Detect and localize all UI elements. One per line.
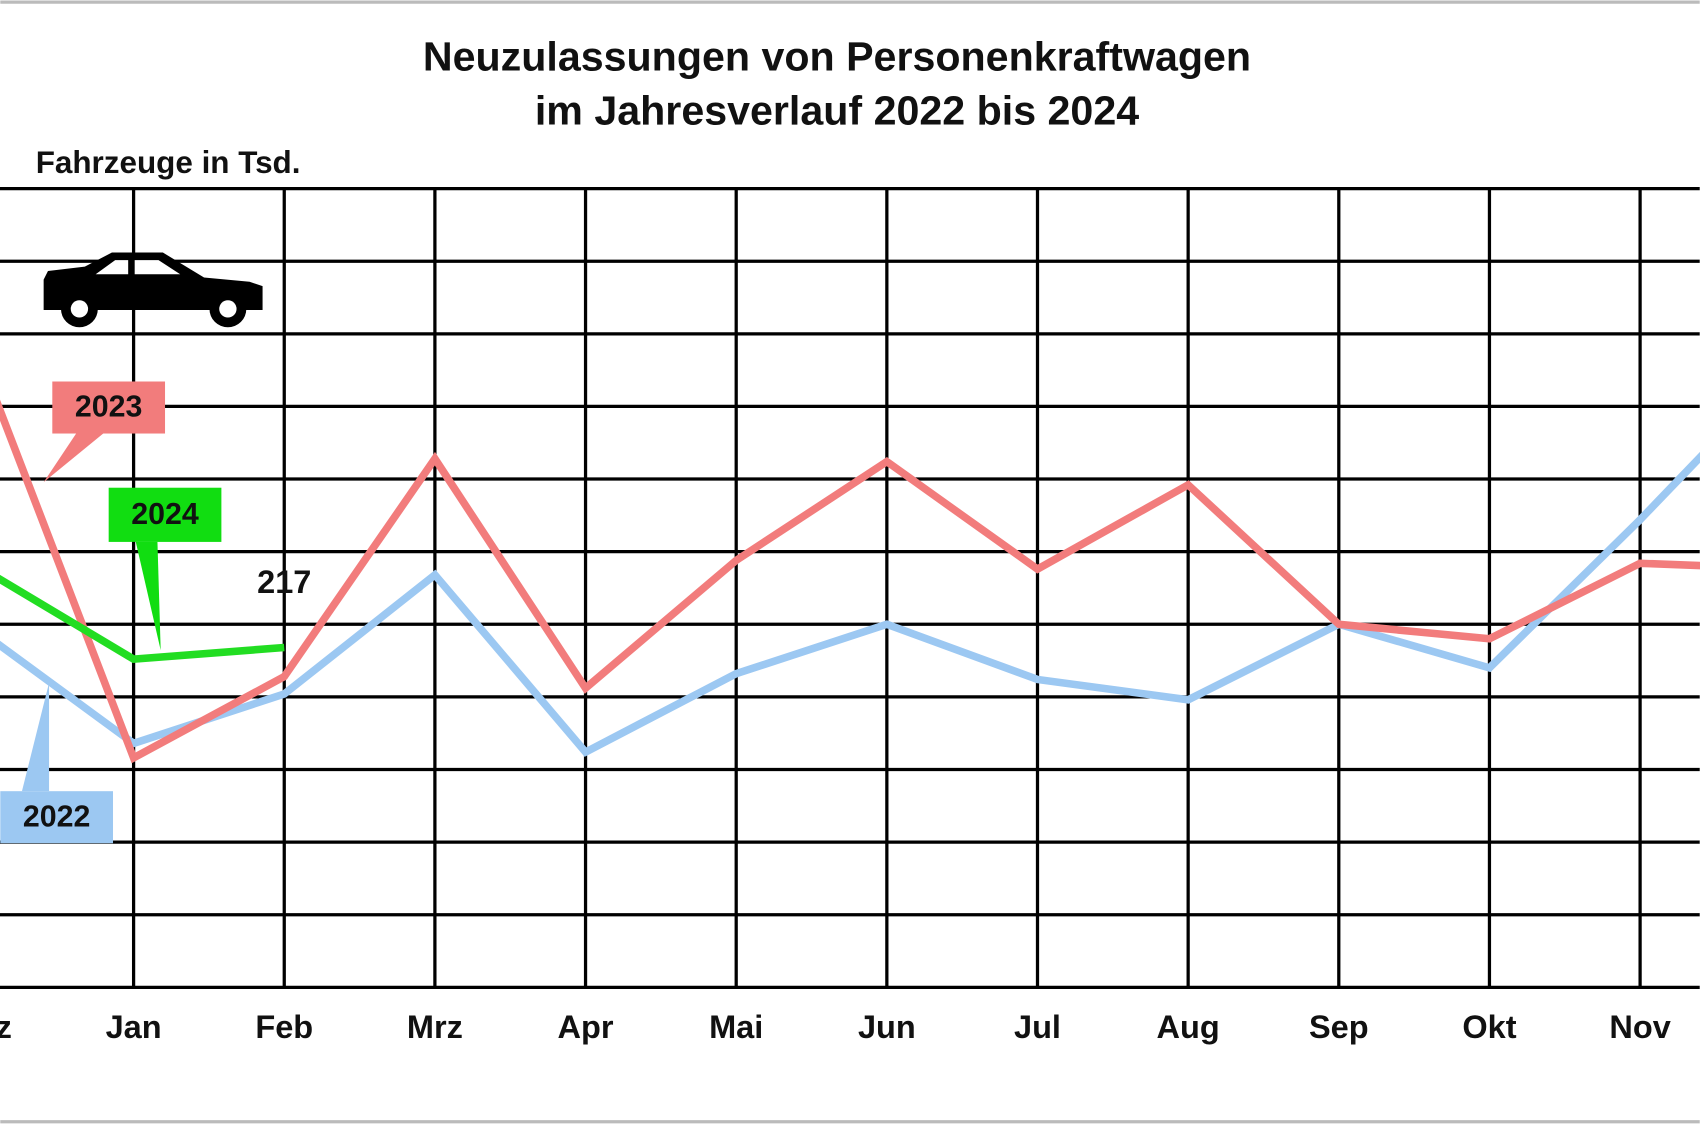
legend-label: 2022 <box>23 800 90 833</box>
chart-title: im Jahresverlauf 2022 bis 2024 <box>535 88 1139 134</box>
legend-pointer <box>21 682 50 792</box>
legend-box <box>0 791 114 844</box>
grid: DezJanFebMrzAprMaiJunJulAugSepOktNovDez <box>0 186 1700 1045</box>
legend-label: 2024 <box>131 498 199 531</box>
chart-title: Neuzulassungen von Personenkraftwagen <box>423 33 1251 79</box>
x-tick-label: Aug <box>1157 1009 1220 1045</box>
x-tick-label: Okt <box>1462 1009 1516 1045</box>
series-line <box>0 574 285 664</box>
series-line <box>0 451 1700 757</box>
lines: 217 <box>0 399 1700 764</box>
x-tick-label: Jan <box>106 1009 162 1045</box>
y-axis-label: Fahrzeuge in Tsd. <box>36 145 301 180</box>
legend: 2023 2024 2022 <box>0 381 222 844</box>
x-tick-label: Jun <box>858 1009 916 1045</box>
series-line <box>0 399 1700 764</box>
x-tick-label: Sep <box>1309 1009 1369 1045</box>
x-tick-label: Jul <box>1014 1009 1061 1045</box>
x-tick-label: Apr <box>558 1009 614 1045</box>
x-tick-label: Mrz <box>407 1009 463 1045</box>
legend-pointer <box>43 433 104 483</box>
x-tick-label: Nov <box>1609 1009 1670 1045</box>
x-tick-label: Mai <box>709 1009 763 1045</box>
data-label: 217 <box>257 564 311 600</box>
x-tick-label: Feb <box>255 1009 313 1045</box>
legend-label: 2023 <box>75 391 142 424</box>
car-icon <box>43 252 263 328</box>
x-tick-label: Dez <box>0 1009 12 1045</box>
legend-box <box>52 381 166 434</box>
legend-box <box>108 487 222 542</box>
